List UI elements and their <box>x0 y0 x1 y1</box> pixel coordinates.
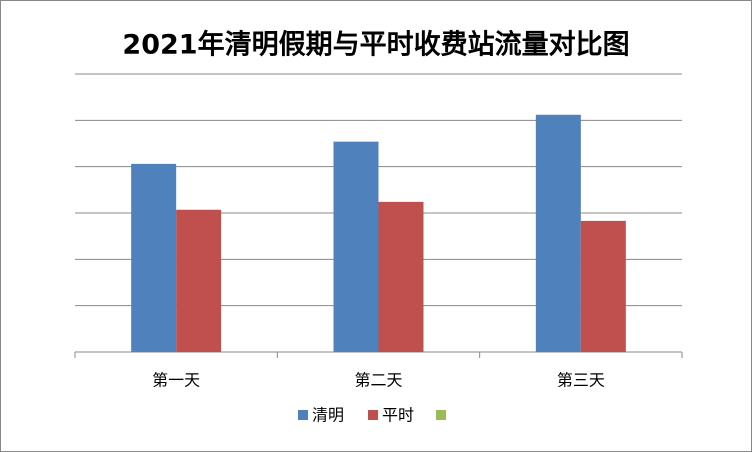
chart-title: 2021年清明假期与平时收费站流量对比图 <box>122 29 629 61</box>
x-tick-label: 第三天 <box>557 371 605 390</box>
x-tick-label: 第一天 <box>152 371 200 390</box>
bar <box>535 114 581 352</box>
legend-swatch <box>436 410 446 420</box>
bar <box>580 220 626 352</box>
bar <box>131 163 177 352</box>
x-tick-label: 第二天 <box>354 371 402 390</box>
bar <box>378 201 424 352</box>
legend-label: 平时 <box>382 406 414 425</box>
legend-swatch <box>298 410 308 420</box>
legend-swatch <box>368 410 378 420</box>
bar <box>176 209 222 352</box>
legend-label: 清明 <box>312 406 344 425</box>
bar <box>333 141 379 352</box>
